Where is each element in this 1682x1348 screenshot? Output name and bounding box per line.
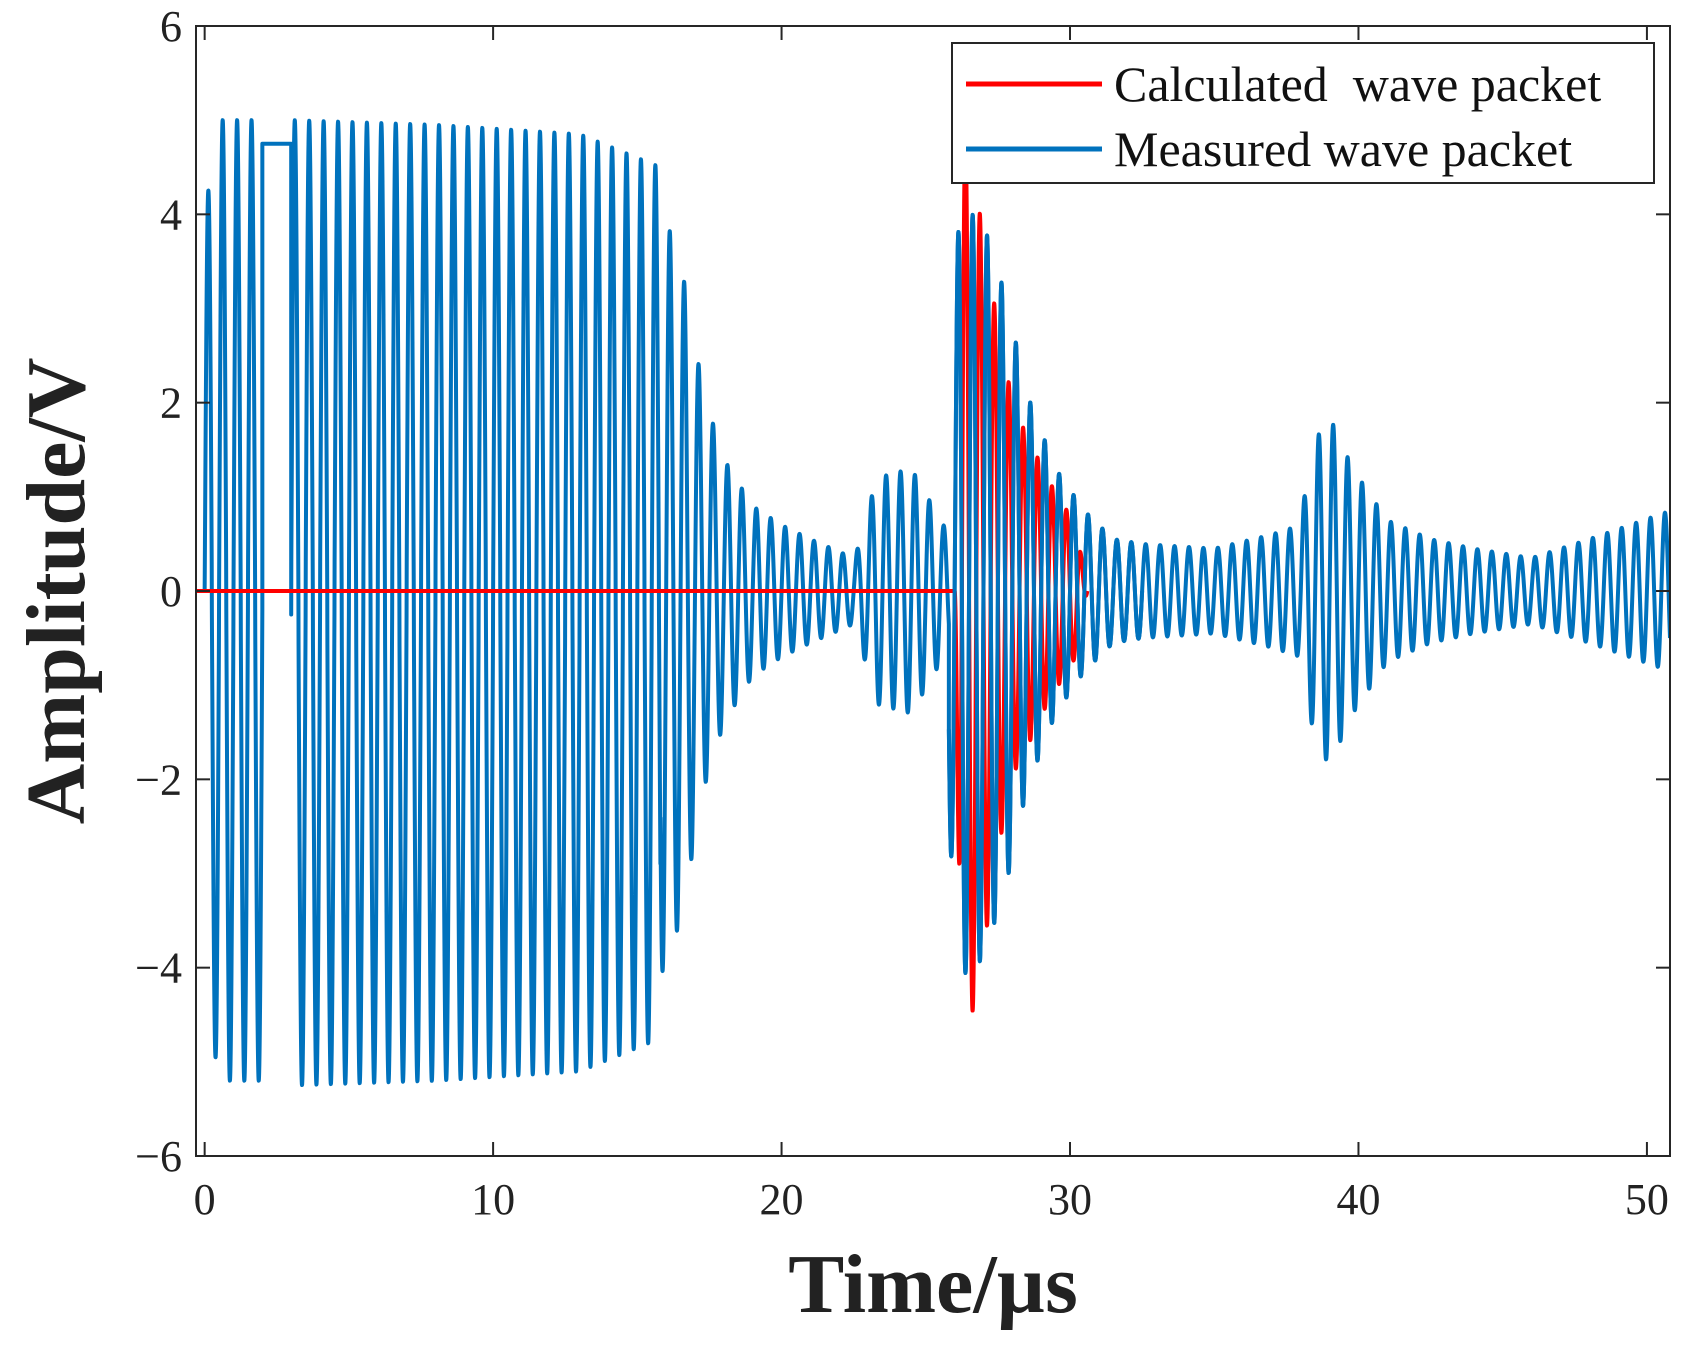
x-tick-label-20: 20 (760, 1175, 804, 1224)
legend-box (951, 42, 1655, 184)
series-layer (196, 118, 1670, 1088)
x-tick-label-50: 50 (1625, 1175, 1669, 1224)
x-tick-label-30: 30 (1048, 1175, 1092, 1224)
legend-label-calculated: Calculated wave packet (1114, 56, 1601, 112)
y-tick-label-6: 6 (160, 2, 182, 51)
x-tick-label-40: 40 (1336, 1175, 1380, 1224)
y-tick-label--6: −6 (135, 1132, 182, 1181)
ticks-layer (196, 25, 1670, 1157)
y-tick-label-2: 2 (160, 379, 182, 428)
x-tick-label-0: 0 (194, 1175, 216, 1224)
series-measured-echo-overlay (946, 212, 1145, 975)
tick-labels-layer: 0 10 20 30 40 50 −6 −4 −2 0 2 4 6 (135, 2, 1669, 1224)
y-axis-label: Amplitude/V (10, 358, 103, 825)
y-tick-label--2: −2 (135, 755, 182, 804)
y-tick-label--4: −4 (135, 944, 182, 993)
x-tick-label-10: 10 (471, 1175, 515, 1224)
legend: Calculated wave packet Measured wave pac… (951, 42, 1655, 184)
y-tick-label-4: 4 (160, 190, 182, 239)
y-tick-label-0: 0 (160, 567, 182, 616)
x-axis-label: Time/µs (788, 1238, 1078, 1331)
legend-label-measured: Measured wave packet (1114, 121, 1572, 177)
